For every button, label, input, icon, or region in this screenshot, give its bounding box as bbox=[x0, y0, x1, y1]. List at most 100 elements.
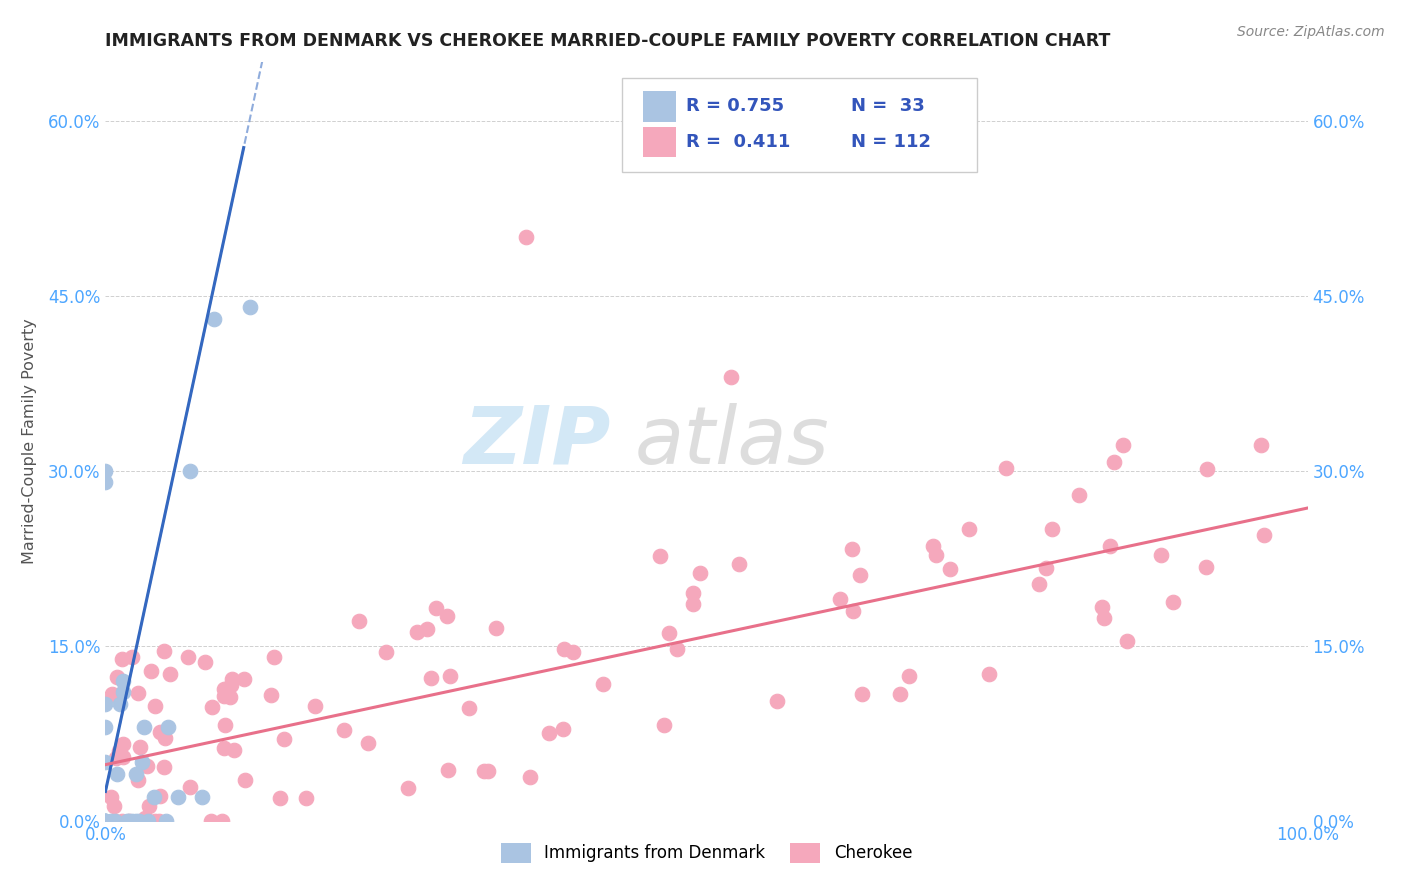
Point bbox=[190, 790, 212, 805]
Point bbox=[1112, 438, 1135, 452]
Point bbox=[94, 814, 117, 828]
Point bbox=[1092, 611, 1115, 625]
Point bbox=[107, 767, 129, 781]
Point bbox=[233, 772, 256, 787]
Point bbox=[538, 725, 561, 739]
Point bbox=[107, 744, 129, 758]
Point bbox=[658, 626, 681, 640]
Text: ZIP: ZIP bbox=[463, 402, 610, 481]
Point bbox=[1091, 600, 1114, 615]
Point bbox=[212, 681, 235, 696]
Point bbox=[439, 668, 461, 682]
Point bbox=[159, 667, 181, 681]
Point bbox=[214, 717, 236, 731]
Point bbox=[977, 667, 1000, 681]
Point bbox=[139, 664, 162, 678]
Point bbox=[1197, 462, 1219, 476]
Point bbox=[153, 731, 176, 746]
Point bbox=[176, 650, 198, 665]
Text: IMMIGRANTS FROM DENMARK VS CHEROKEE MARRIED-COUPLE FAMILY POVERTY CORRELATION CH: IMMIGRANTS FROM DENMARK VS CHEROKEE MARR… bbox=[105, 32, 1111, 50]
Point bbox=[841, 604, 863, 618]
Point bbox=[1028, 577, 1050, 591]
FancyBboxPatch shape bbox=[643, 127, 676, 157]
Point bbox=[1163, 595, 1185, 609]
Point bbox=[94, 814, 117, 828]
Text: atlas: atlas bbox=[634, 402, 830, 481]
Point bbox=[994, 461, 1017, 475]
Point bbox=[485, 621, 508, 635]
Point bbox=[561, 645, 583, 659]
Point bbox=[221, 672, 243, 686]
Point bbox=[153, 760, 176, 774]
Point bbox=[212, 689, 235, 703]
Point bbox=[849, 568, 872, 582]
Point bbox=[666, 642, 689, 657]
Point bbox=[436, 609, 458, 624]
Point bbox=[1195, 560, 1218, 574]
Point bbox=[1102, 455, 1125, 469]
Point bbox=[515, 230, 537, 244]
Point bbox=[652, 718, 675, 732]
Point bbox=[118, 814, 141, 828]
Point bbox=[232, 673, 254, 687]
Text: N =  33: N = 33 bbox=[851, 97, 925, 115]
Point bbox=[720, 370, 742, 384]
Point bbox=[425, 601, 447, 615]
Point bbox=[200, 814, 222, 828]
Point bbox=[889, 687, 911, 701]
Point bbox=[124, 814, 146, 828]
Point bbox=[1069, 488, 1091, 502]
Point bbox=[405, 625, 427, 640]
Point bbox=[179, 780, 201, 795]
Point bbox=[132, 720, 155, 734]
Point bbox=[194, 655, 217, 669]
Point bbox=[101, 687, 124, 701]
Point bbox=[111, 749, 134, 764]
Point bbox=[94, 720, 117, 734]
Point bbox=[134, 811, 156, 825]
Point bbox=[415, 622, 437, 636]
Point bbox=[94, 464, 117, 478]
Point bbox=[121, 814, 143, 828]
Point bbox=[127, 772, 149, 787]
Point bbox=[100, 814, 122, 828]
Point bbox=[294, 790, 316, 805]
Point bbox=[1035, 561, 1057, 575]
Point bbox=[222, 743, 245, 757]
Point bbox=[156, 720, 179, 734]
Point bbox=[149, 724, 172, 739]
Point bbox=[148, 814, 170, 828]
Point bbox=[136, 814, 159, 828]
Point bbox=[94, 814, 117, 828]
Point bbox=[103, 799, 125, 814]
Point bbox=[135, 759, 157, 773]
Point bbox=[111, 738, 134, 752]
Point bbox=[100, 790, 122, 805]
Point bbox=[166, 790, 188, 805]
Point bbox=[851, 687, 873, 701]
Point bbox=[201, 700, 224, 714]
Point bbox=[108, 697, 131, 711]
Point bbox=[211, 814, 233, 828]
Text: R = 0.755: R = 0.755 bbox=[686, 97, 785, 115]
Point bbox=[219, 678, 242, 692]
Point bbox=[898, 669, 921, 683]
Point bbox=[94, 756, 117, 770]
Point bbox=[94, 475, 117, 490]
Point bbox=[347, 614, 370, 628]
Point bbox=[202, 312, 225, 326]
FancyBboxPatch shape bbox=[623, 78, 977, 172]
Point bbox=[828, 591, 851, 606]
Point bbox=[357, 736, 380, 750]
Point bbox=[142, 790, 165, 805]
Point bbox=[149, 789, 172, 803]
Point bbox=[551, 722, 574, 736]
Y-axis label: Married-Couple Family Poverty: Married-Couple Family Poverty bbox=[22, 318, 37, 565]
Point bbox=[477, 764, 499, 778]
Point bbox=[437, 763, 460, 777]
Text: R =  0.411: R = 0.411 bbox=[686, 133, 790, 151]
Point bbox=[104, 814, 127, 828]
Point bbox=[957, 522, 980, 536]
Point bbox=[121, 650, 143, 665]
Point bbox=[922, 539, 945, 553]
